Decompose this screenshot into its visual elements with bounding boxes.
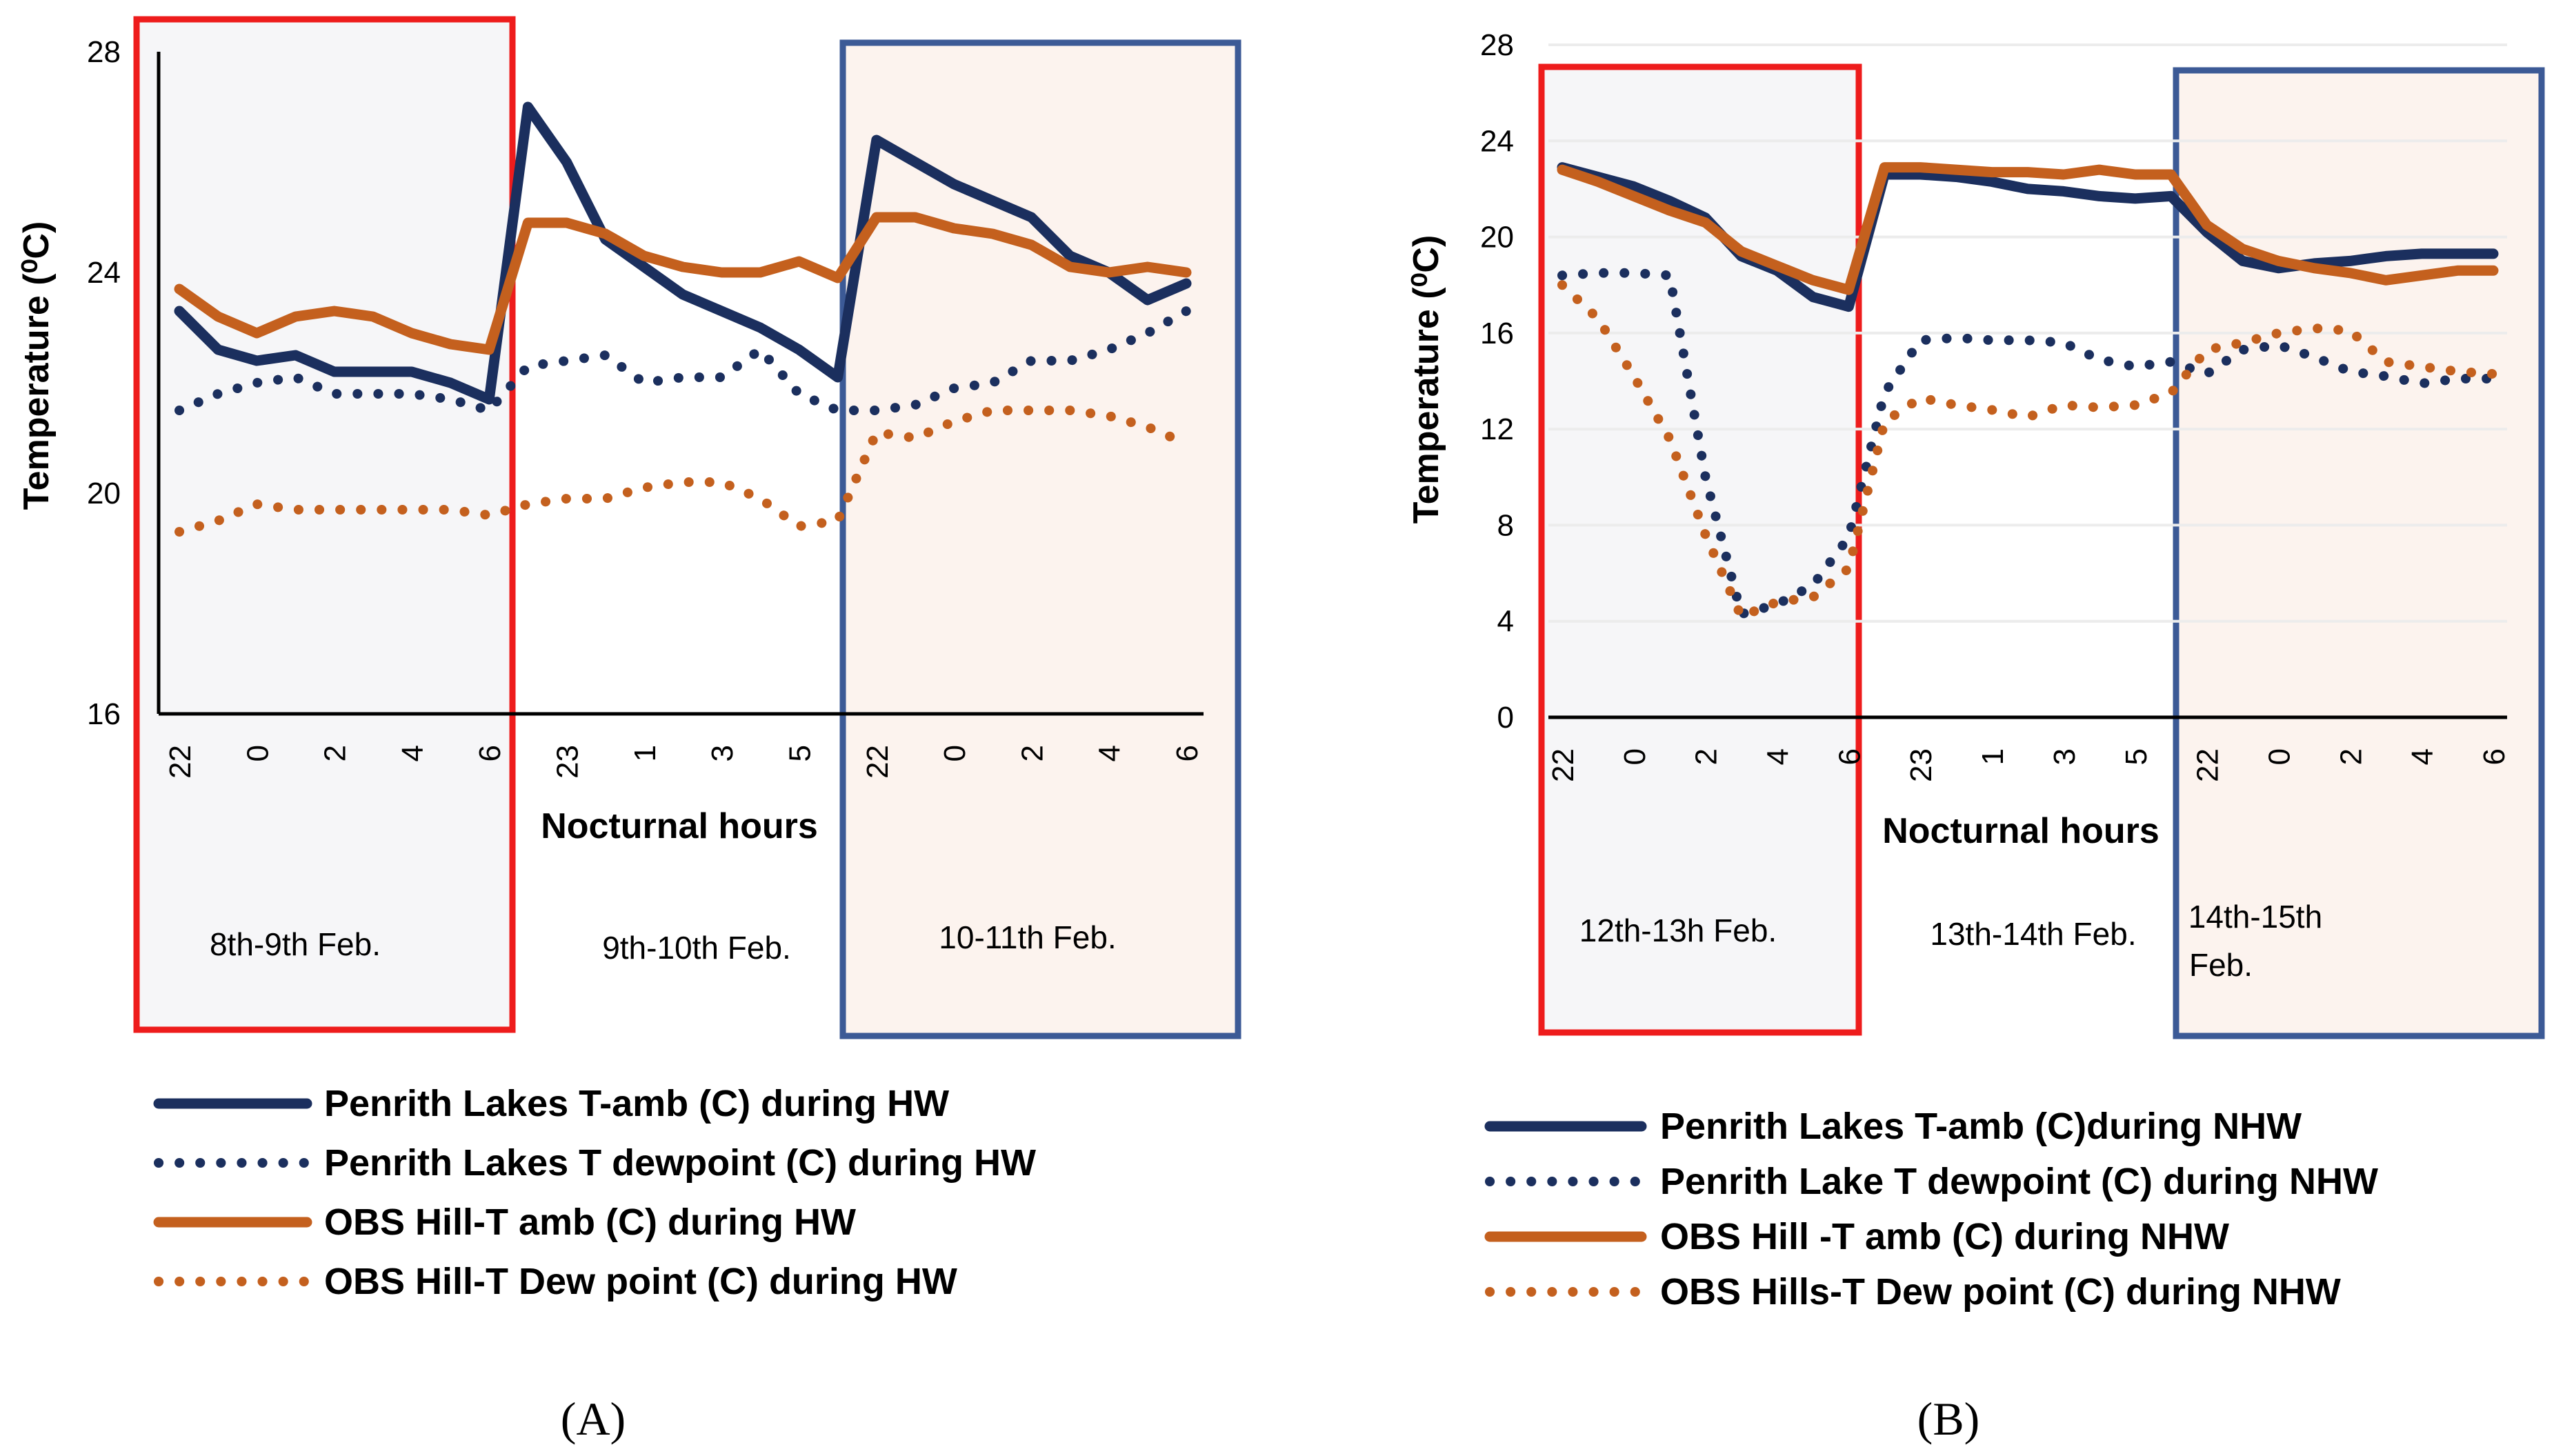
period-label: 14th-15th Feb.	[2188, 899, 2322, 983]
x-tick-label: 4	[396, 745, 430, 761]
y-tick-label: 20	[1480, 221, 1514, 255]
series-line	[174, 306, 1191, 415]
legend-label: OBS Hills-T Dew point (C) during NHW	[1660, 1271, 2341, 1313]
y-tick-label: 28	[1480, 28, 1514, 62]
x-tick-label: 0	[241, 745, 275, 761]
x-tick-label: 2	[319, 745, 352, 761]
panel-b-label: (B)	[1917, 1393, 1980, 1445]
period-box-heatwave	[133, 16, 516, 1033]
period-box-post	[2173, 67, 2545, 1039]
period-label: 8th-9th Feb.	[210, 926, 381, 962]
y-tick-label: 0	[1497, 701, 1514, 735]
legend-label: OBS Hill-T amb (C) during HW	[324, 1201, 856, 1243]
series-line	[1557, 268, 2498, 619]
panel-b-x-axis-title: Nocturnal hours	[1882, 811, 2159, 851]
x-tick-label: 4	[1093, 745, 1127, 761]
x-tick-label: 6	[1833, 748, 1866, 765]
x-tick-label: 22	[1546, 748, 1580, 782]
period-label: 13th-14th Feb.	[1930, 916, 2136, 952]
x-tick-label: 0	[2262, 748, 2296, 765]
y-tick-label: 28	[87, 35, 121, 69]
x-tick-label: 23	[1904, 748, 1938, 782]
panel-b-periods: 12th-13h Feb. 13th-14th Feb. 14th-15th Feb.	[1538, 63, 2545, 1039]
period-box-heatwave	[1538, 63, 1862, 1036]
panel-a-label: (A)	[561, 1393, 626, 1445]
legend-label: Penrith Lakes T-amb (C)during NHW	[1660, 1106, 2302, 1147]
series-line	[174, 212, 1192, 355]
panel-b-legend: Penrith Lakes T-amb (C)during NHW Penrith…	[1484, 1106, 2378, 1313]
y-tick-label: 12	[1480, 412, 1514, 446]
legend-label: Penrith Lake T dewpoint (C) during NHW	[1660, 1161, 2378, 1202]
y-tick-label: 4	[1497, 605, 1514, 639]
x-tick-label: 6	[1170, 745, 1204, 761]
panel-a-x-axis-title: Nocturnal hours	[541, 806, 818, 846]
legend-label: Penrith Lakes T dewpoint (C) during HW	[324, 1142, 1036, 1184]
y-tick-label: 16	[1480, 317, 1514, 350]
series-line	[1557, 162, 2499, 295]
x-tick-label: 3	[2048, 748, 2082, 765]
panel-a-series	[174, 101, 1192, 537]
x-tick-label: 4	[2406, 748, 2440, 765]
panel-a-legend: Penrith Lakes T-amb (C) during HW Penrith…	[153, 1083, 1036, 1302]
x-tick-label: 22	[861, 745, 895, 779]
series-line	[1557, 280, 2498, 621]
panel-b-axes	[1548, 43, 2507, 719]
panel-b: 12th-13h Feb. 13th-14th Feb. 14th-15th Feb.…	[1406, 28, 2545, 1445]
y-tick-label: 8	[1497, 508, 1514, 542]
period-label: 12th-13h Feb.	[1579, 913, 1777, 948]
x-tick-label: 6	[473, 745, 507, 761]
period-label: 10-11th Feb.	[939, 919, 1116, 955]
x-tick-label: 22	[163, 745, 197, 779]
legend-label: OBS Hill-T Dew point (C) during HW	[324, 1261, 957, 1302]
x-tick-label: 6	[2477, 748, 2511, 765]
y-tick-label: 20	[87, 477, 121, 510]
x-tick-label: 1	[628, 745, 662, 761]
panel-a: 8th-9th Feb. 9th-10th Feb. 10-11th Feb. 16…	[17, 16, 1241, 1445]
x-tick-label: 5	[2119, 748, 2153, 765]
x-tick-label: 0	[938, 745, 972, 761]
x-tick-label: 2	[1690, 748, 1724, 765]
x-tick-label: 5	[783, 745, 817, 761]
x-tick-label: 23	[551, 745, 585, 779]
y-tick-label: 16	[87, 697, 121, 731]
x-tick-label: 2	[2334, 748, 2368, 765]
period-label: 9th-10th Feb.	[602, 930, 791, 966]
legend-label: OBS Hill -T amb (C) during NHW	[1660, 1216, 2229, 1257]
y-tick-label: 24	[1480, 124, 1514, 158]
panel-a-axes	[157, 52, 1204, 716]
period-box-post	[839, 39, 1241, 1039]
x-tick-label: 3	[706, 745, 739, 761]
panel-a-y-axis-title: Temperature (⁰C)	[17, 221, 57, 510]
legend-label: Penrith Lakes T-amb (C) during HW	[324, 1083, 949, 1124]
panel-b-y-axis-title: Temperature (⁰C)	[1406, 235, 1446, 524]
x-tick-label: 2	[1015, 745, 1049, 761]
series-line	[174, 101, 1192, 405]
panel-b-series	[1557, 162, 2499, 621]
x-tick-label: 4	[1762, 748, 1795, 765]
y-tick-label: 24	[87, 256, 121, 290]
x-tick-label: 1	[1976, 748, 2010, 765]
x-tick-label: 22	[2191, 748, 2225, 782]
x-tick-label: 0	[1618, 748, 1652, 765]
panel-a-periods: 8th-9th Feb. 9th-10th Feb. 10-11th Feb.	[133, 16, 1241, 1039]
